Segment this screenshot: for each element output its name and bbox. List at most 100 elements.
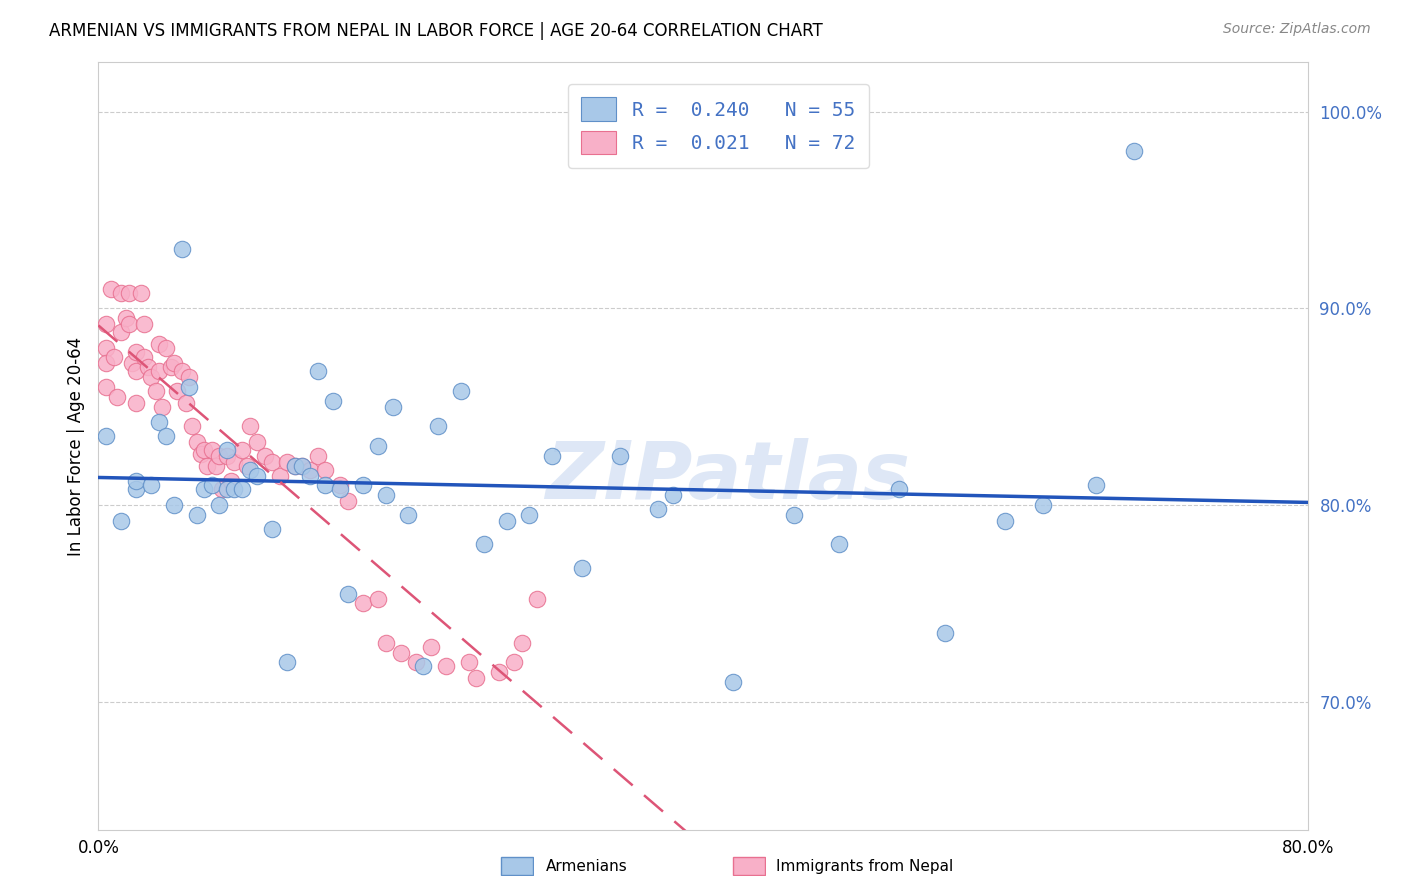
Text: ZIPatlas: ZIPatlas	[544, 438, 910, 516]
Point	[783, 508, 806, 522]
Point	[253, 449, 276, 463]
Point	[208, 449, 231, 463]
Point	[262, 455, 284, 469]
Point	[284, 458, 307, 473]
Point	[374, 636, 396, 650]
Point	[322, 393, 344, 408]
Point	[224, 455, 246, 469]
Text: ARMENIAN VS IMMIGRANTS FROM NEPAL IN LABOR FORCE | AGE 20-64 CORRELATION CHART: ARMENIAN VS IMMIGRANTS FROM NEPAL IN LAB…	[49, 22, 823, 40]
Point	[336, 494, 359, 508]
Point	[94, 356, 117, 370]
Point	[1085, 478, 1108, 492]
Point	[526, 592, 548, 607]
Point	[457, 656, 479, 670]
Point	[148, 364, 170, 378]
Point	[150, 400, 173, 414]
Point	[221, 475, 243, 489]
Point	[201, 442, 224, 457]
Point	[994, 514, 1017, 528]
Point	[190, 447, 212, 461]
Point	[314, 478, 336, 492]
Point	[276, 455, 298, 469]
Point	[299, 468, 322, 483]
Point	[94, 317, 117, 331]
Point	[193, 442, 215, 457]
Point	[118, 317, 141, 331]
Point	[110, 514, 132, 528]
Point	[155, 429, 177, 443]
Point	[141, 478, 163, 492]
Point	[382, 400, 405, 414]
Point	[367, 592, 389, 607]
Point	[276, 656, 298, 670]
Point	[262, 522, 284, 536]
Point	[269, 468, 291, 483]
Point	[571, 561, 593, 575]
Point	[374, 488, 396, 502]
Legend: R =  0.240   N = 55, R =  0.021   N = 72: R = 0.240 N = 55, R = 0.021 N = 72	[568, 84, 869, 168]
Point	[201, 478, 224, 492]
Point	[110, 325, 132, 339]
Point	[420, 640, 443, 654]
Point	[246, 435, 269, 450]
Point	[174, 395, 197, 409]
Point	[125, 395, 148, 409]
Point	[412, 659, 434, 673]
Point	[208, 498, 231, 512]
Point	[307, 364, 329, 378]
Point	[179, 380, 201, 394]
Point	[155, 341, 177, 355]
Point	[246, 468, 269, 483]
Point	[647, 502, 669, 516]
Point	[215, 449, 238, 463]
Point	[163, 356, 186, 370]
Point	[828, 537, 851, 551]
Point	[723, 675, 745, 690]
Point	[114, 311, 136, 326]
Point	[367, 439, 389, 453]
Point	[329, 478, 352, 492]
Point	[215, 442, 238, 457]
Point	[181, 419, 204, 434]
Point	[105, 390, 128, 404]
Point	[329, 483, 352, 497]
Point	[889, 483, 911, 497]
Point	[352, 478, 374, 492]
Point	[396, 508, 419, 522]
Point	[352, 596, 374, 610]
Point	[136, 360, 159, 375]
Point	[314, 462, 336, 476]
Point	[1032, 498, 1054, 512]
Point	[170, 364, 193, 378]
Point	[195, 458, 218, 473]
Point	[110, 285, 132, 300]
Point	[609, 449, 631, 463]
Point	[434, 659, 457, 673]
Point	[179, 370, 201, 384]
Point	[465, 671, 488, 685]
Text: Immigrants from Nepal: Immigrants from Nepal	[776, 859, 953, 873]
Point	[1122, 144, 1144, 158]
Point	[160, 360, 183, 375]
Point	[125, 483, 148, 497]
Point	[125, 364, 148, 378]
Point	[495, 514, 517, 528]
Point	[291, 458, 314, 473]
FancyBboxPatch shape	[733, 857, 765, 875]
Point	[170, 242, 193, 256]
Point	[488, 665, 510, 680]
Point	[211, 483, 233, 497]
Point	[291, 458, 314, 473]
Text: Armenians: Armenians	[546, 859, 627, 873]
Point	[472, 537, 495, 551]
Point	[121, 356, 143, 370]
Point	[215, 483, 238, 497]
Point	[125, 475, 148, 489]
Point	[934, 625, 956, 640]
Point	[427, 419, 450, 434]
Point	[148, 336, 170, 351]
Point	[661, 488, 683, 502]
Point	[186, 435, 208, 450]
Y-axis label: In Labor Force | Age 20-64: In Labor Force | Age 20-64	[66, 336, 84, 556]
Point	[94, 380, 117, 394]
